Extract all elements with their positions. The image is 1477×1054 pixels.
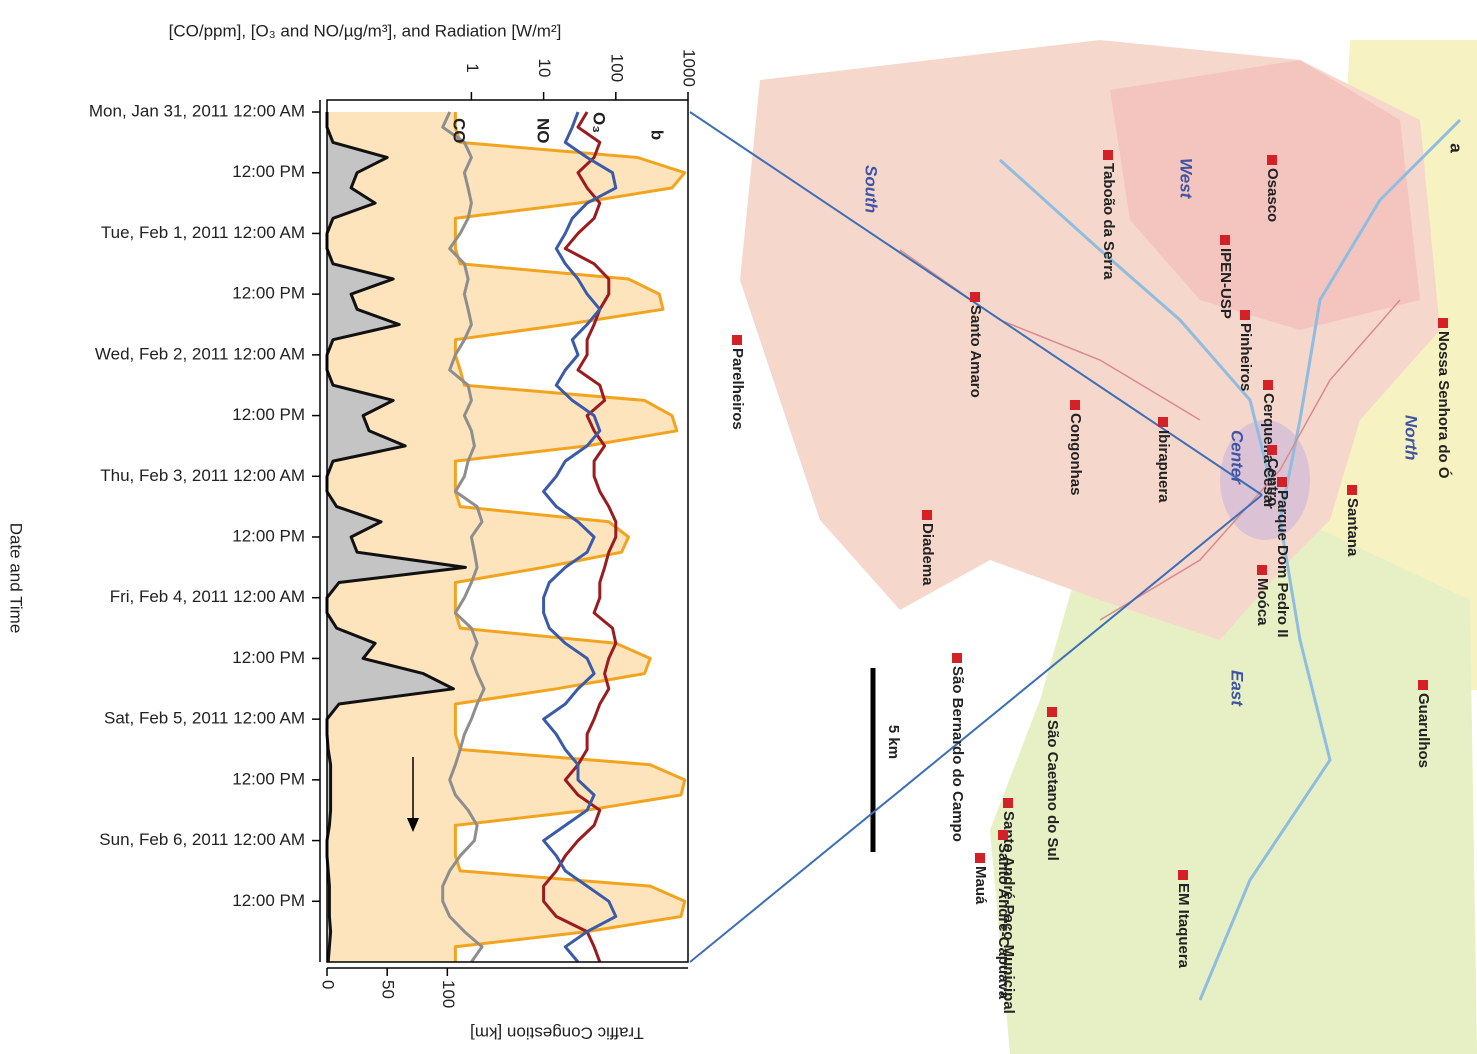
station-marker — [1257, 565, 1267, 575]
series-label: O₃ — [590, 112, 609, 133]
x-tick-label: Mon, Jan 31, 2011 12:00 AM — [89, 101, 305, 120]
x-tick-label: 12:00 PM — [232, 284, 305, 303]
station-marker — [732, 335, 742, 345]
station-label: Taboão da Serra — [1100, 163, 1117, 280]
region-label: South — [862, 165, 881, 213]
x-tick-label: 12:00 PM — [232, 162, 305, 181]
station-marker — [1103, 150, 1113, 160]
y-axis-title: [CO/ppm], [O₃ and NO/µg/m³], and Radiati… — [169, 21, 562, 40]
region-label: North — [1402, 415, 1421, 460]
x-tick-label: 12:00 PM — [232, 526, 305, 545]
y2-tick-label: 0 — [319, 980, 338, 989]
series-label: CO — [450, 118, 469, 144]
y2-tick-label: 100 — [439, 980, 458, 1008]
station-marker — [1240, 310, 1250, 320]
x-tick-label: 12:00 PM — [232, 769, 305, 788]
station-marker — [1003, 798, 1013, 808]
station-marker — [1438, 318, 1448, 328]
station-label: IPEN-USP — [1217, 248, 1234, 319]
station-marker — [975, 853, 985, 863]
station-marker — [1070, 400, 1080, 410]
station-label: Mauá — [972, 866, 989, 905]
station-label: Congonhas — [1067, 413, 1084, 496]
station-label: Osasco — [1264, 168, 1281, 222]
station-marker — [1220, 235, 1230, 245]
y-tick-label: 10 — [535, 59, 554, 78]
station-label: Ibirapuera — [1155, 430, 1172, 503]
x-axis-title: Date and Time — [7, 523, 26, 634]
station-marker — [1347, 485, 1357, 495]
y2-axis-title: Traffic Congestion [km] — [470, 1024, 644, 1043]
station-marker — [1267, 155, 1277, 165]
x-tick-label: Sat, Feb 5, 2011 12:00 AM — [104, 709, 305, 728]
panel-label: b — [648, 130, 667, 140]
station-label: Diadema — [919, 523, 936, 586]
region-label: East — [1228, 670, 1247, 707]
y2-tick-label: 50 — [379, 980, 398, 999]
figure: a 5 km North West South Center East Nossa Senho… — [0, 0, 1477, 1054]
station-marker — [1158, 417, 1168, 427]
station-label: Nossa Senhora do Ó — [1435, 331, 1453, 479]
x-tick-label: Thu, Feb 3, 2011 12:00 AM — [100, 466, 305, 485]
station-label: São Bernardo do Campo — [949, 666, 966, 842]
x-tick-label: Fri, Feb 4, 2011 12:00 AM — [110, 587, 305, 606]
scale-label: 5 km — [885, 725, 902, 759]
map: a 5 km North West South Center East Nossa Senho… — [690, 40, 1477, 1054]
series-area — [327, 112, 685, 962]
station-marker — [1277, 477, 1287, 487]
station-marker — [1267, 445, 1277, 455]
station-marker — [1418, 680, 1428, 690]
station-marker — [1178, 870, 1188, 880]
station-label: Moóca — [1254, 578, 1271, 626]
station-marker — [922, 510, 932, 520]
region-label: Center — [1228, 430, 1247, 485]
station-label: Santana — [1344, 498, 1361, 557]
y-tick-label: 100 — [607, 54, 626, 82]
x-tick-label: 12:00 PM — [232, 405, 305, 424]
station-label: São Caetano do Sul — [1044, 720, 1061, 861]
station-label: EM Itaquera — [1175, 883, 1192, 969]
series-label: NO — [534, 118, 553, 144]
x-tick-label: 12:00 PM — [232, 648, 305, 667]
y-tick-label: 1000 — [680, 49, 699, 87]
station-label: Guarulhos — [1415, 693, 1432, 768]
station-label: Santo Amaro — [967, 305, 984, 398]
station-marker — [952, 653, 962, 663]
station-label: Parque Dom Pedro II — [1274, 490, 1291, 638]
station-label: Parelheiros — [729, 348, 746, 430]
x-tick-label: Sun, Feb 6, 2011 12:00 AM — [99, 830, 305, 849]
station-label: Pinheiros — [1237, 323, 1254, 391]
x-tick-label: 12:00 PM — [232, 891, 305, 910]
station-marker — [1263, 380, 1273, 390]
x-tick-label: Wed, Feb 2, 2011 12:00 AM — [95, 344, 305, 363]
station-marker — [970, 292, 980, 302]
y-tick-label: 1 — [463, 63, 482, 72]
station-marker — [998, 830, 1008, 840]
x-tick-label: Tue, Feb 1, 2011 12:00 AM — [101, 223, 305, 242]
station-label: Santo André-Capuava — [995, 843, 1012, 1000]
station-marker — [1047, 707, 1057, 717]
panel-label: a — [1447, 143, 1466, 153]
region-label: West — [1177, 158, 1196, 200]
